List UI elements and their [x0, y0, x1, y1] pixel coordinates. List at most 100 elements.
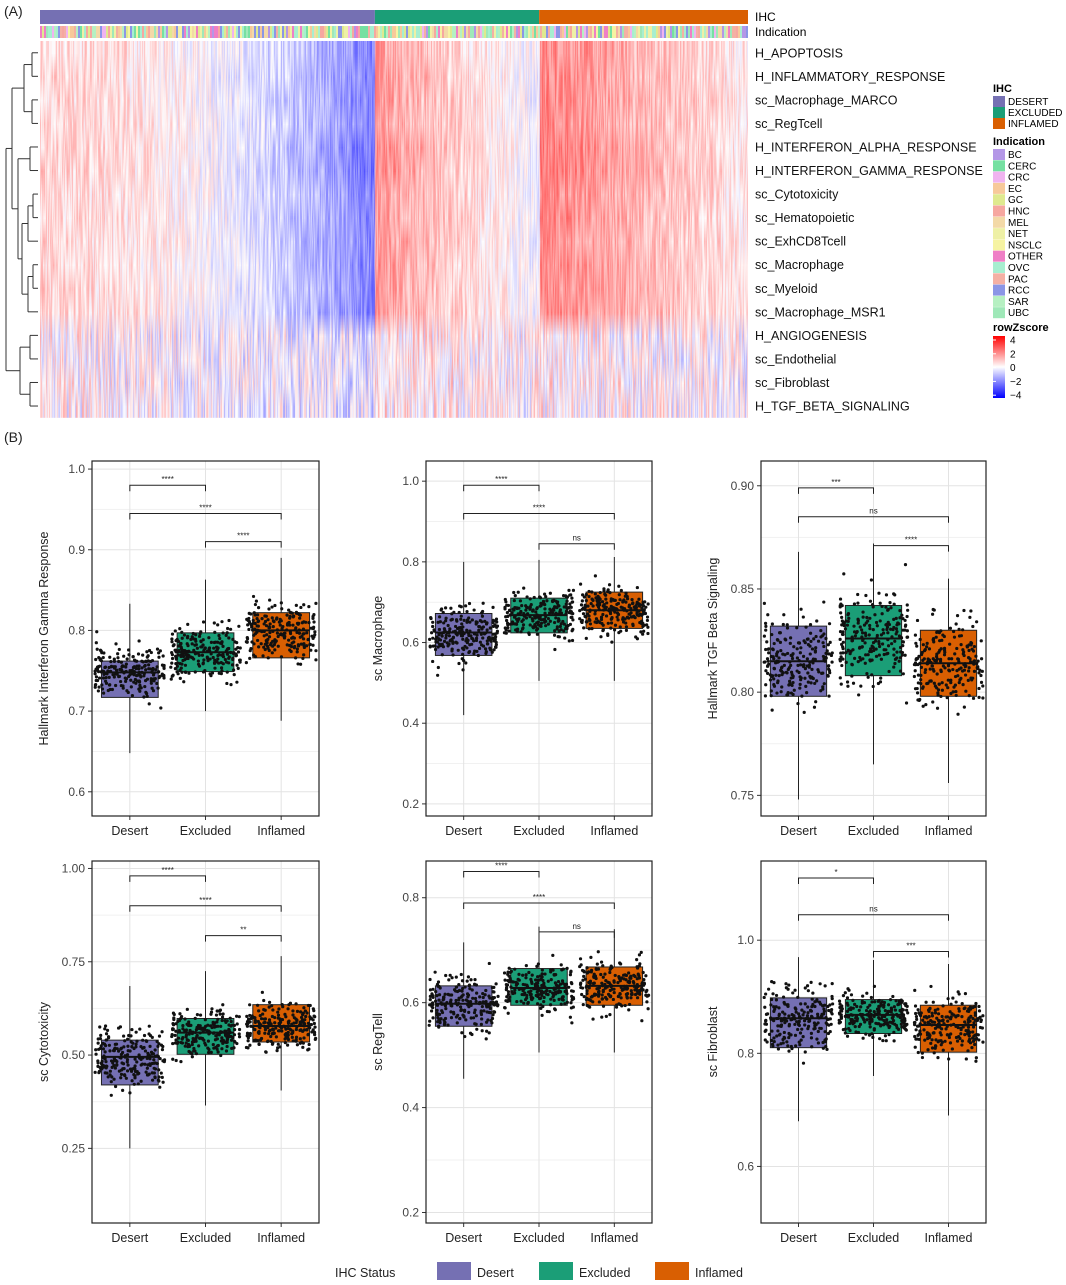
data-point [894, 999, 898, 1003]
data-point [781, 652, 785, 656]
data-point [221, 1038, 225, 1042]
data-point [291, 1029, 295, 1033]
data-point [882, 652, 886, 657]
indication-cell [48, 26, 50, 38]
data-point [440, 1009, 444, 1013]
data-point [786, 693, 790, 697]
indication-cell [170, 26, 172, 38]
data-point [942, 646, 947, 650]
data-point [887, 1033, 891, 1037]
data-point [801, 663, 805, 667]
indication-cell [220, 26, 222, 38]
data-point [646, 1007, 650, 1011]
data-point [509, 969, 513, 973]
data-point [872, 1010, 876, 1014]
data-point [771, 992, 775, 996]
data-point [221, 1003, 225, 1007]
data-point [134, 1045, 138, 1049]
data-point [540, 968, 544, 972]
data-point [645, 618, 650, 623]
data-point [877, 653, 881, 657]
data-point [830, 982, 834, 986]
data-point [297, 621, 301, 625]
data-point [645, 615, 650, 619]
data-point [858, 1022, 863, 1026]
data-point [806, 1011, 810, 1015]
indication-cell [422, 26, 424, 38]
data-point [641, 624, 645, 628]
data-point [979, 673, 983, 678]
data-point [567, 606, 571, 610]
data-point [230, 1023, 234, 1027]
data-point [173, 629, 177, 633]
data-point [826, 1017, 831, 1021]
data-point [776, 1043, 780, 1047]
data-point [787, 983, 791, 987]
x-tick-label: Desert [780, 1231, 817, 1245]
data-point [536, 962, 541, 966]
data-point [485, 1029, 489, 1033]
data-point [926, 1048, 930, 1052]
data-point [268, 598, 272, 602]
data-point [891, 1019, 896, 1023]
data-point [544, 594, 548, 599]
significance-bracket [205, 935, 282, 942]
data-point [903, 563, 908, 567]
data-point [546, 616, 550, 621]
data-point [640, 982, 644, 986]
data-point [856, 617, 860, 621]
data-point [623, 1003, 627, 1008]
data-point [785, 623, 789, 627]
data-point [444, 1007, 448, 1011]
data-point [797, 1012, 801, 1016]
data-point [130, 1027, 134, 1032]
data-point [941, 633, 945, 637]
indication-cell [204, 26, 206, 38]
data-point [930, 1014, 935, 1018]
data-point [852, 624, 856, 628]
data-point [474, 999, 478, 1004]
significance-bracket [129, 905, 282, 912]
data-point [213, 1021, 217, 1025]
data-point [976, 659, 980, 663]
data-point [627, 1002, 632, 1007]
data-point [524, 604, 528, 608]
data-point [559, 622, 563, 626]
data-point [945, 1033, 949, 1037]
data-point [290, 1035, 294, 1039]
data-point [863, 631, 867, 635]
indication-cell [454, 26, 456, 38]
data-point [246, 1039, 250, 1043]
data-point [840, 663, 844, 668]
data-point [266, 618, 270, 622]
indication-cell [234, 26, 236, 38]
data-point [184, 1041, 188, 1045]
indication-cell [654, 26, 656, 38]
data-point [903, 653, 907, 657]
data-point [877, 1016, 881, 1020]
indication-cell [682, 26, 684, 38]
data-point [763, 621, 768, 626]
data-point [293, 644, 297, 649]
data-point [431, 1016, 435, 1020]
data-point [561, 995, 565, 999]
indication-cell [116, 26, 118, 38]
data-point [539, 621, 544, 625]
indication-cell [358, 26, 360, 38]
data-point [830, 1012, 834, 1016]
data-point [529, 995, 533, 999]
data-point [601, 612, 605, 617]
data-point [197, 1044, 201, 1048]
indication-cell [674, 26, 676, 38]
data-point [245, 1014, 249, 1018]
data-point [150, 686, 154, 690]
data-point [878, 1037, 882, 1041]
data-point [967, 1038, 972, 1042]
data-point [605, 601, 609, 605]
data-point [427, 1023, 431, 1027]
data-point [608, 967, 612, 971]
x-tick-label: Desert [111, 824, 148, 838]
data-point [623, 973, 627, 977]
data-point [944, 683, 948, 687]
data-point [520, 604, 524, 608]
